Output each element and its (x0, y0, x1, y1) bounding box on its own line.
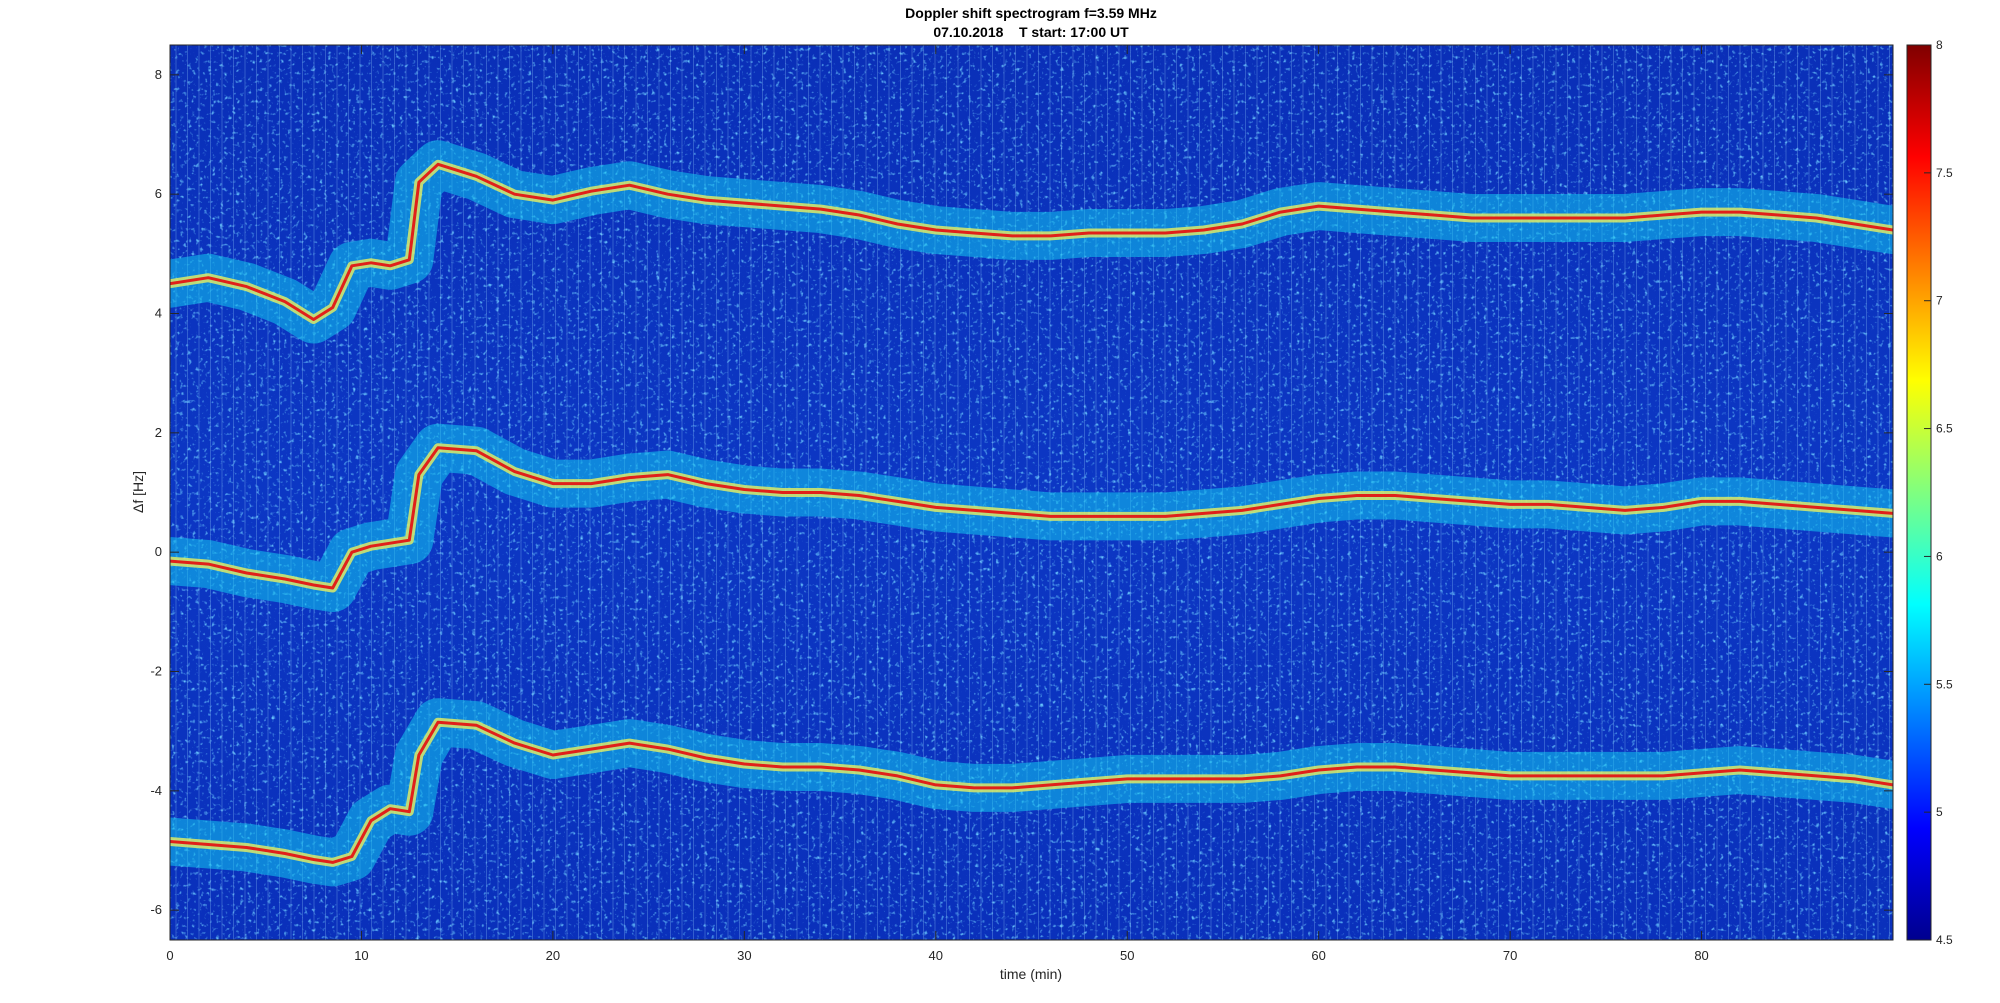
colorbar-tick-label: 7.5 (1936, 166, 1953, 180)
x-tick-label: 0 (166, 948, 173, 963)
trace-core-1 (170, 162, 1893, 321)
plot-area (169, 44, 1894, 941)
y-tick-label: 8 (155, 67, 162, 82)
colorbar-tick-label: 8 (1936, 38, 1943, 52)
plot-frame (169, 44, 1894, 941)
y-tick-label: -6 (150, 902, 162, 917)
y-tick-label: 2 (155, 425, 162, 440)
x-axis-ticks: 0 10 20 30 40 50 60 70 80 (166, 45, 1709, 963)
x-tick-label: 40 (929, 948, 943, 963)
y-tick-label: 4 (155, 306, 162, 321)
x-axis-label: time (min) (1000, 966, 1062, 982)
colorbar-scale (1906, 44, 1932, 941)
x-tick-label: 70 (1503, 948, 1517, 963)
x-tick-label: 60 (1311, 948, 1325, 963)
chart-subtitle: 07.10.2018 T start: 17:00 UT (933, 24, 1129, 40)
y-axis-label: Δf [Hz] (130, 471, 146, 513)
y-tick-label: 6 (155, 186, 162, 201)
x-tick-label: 20 (546, 948, 560, 963)
colorbar-tick-label: 5.5 (1936, 677, 1953, 691)
x-tick-label: 80 (1694, 948, 1708, 963)
x-tick-label: 30 (737, 948, 751, 963)
colorbar-tick-label: 6.5 (1936, 422, 1953, 436)
colorbar-tick-label: 4.5 (1936, 933, 1953, 947)
y-tick-label: -4 (150, 783, 162, 798)
y-tick-label: -2 (150, 664, 162, 679)
signal-traces (170, 140, 1893, 887)
chart-title: Doppler shift spectrogram f=3.59 MHz (905, 5, 1157, 21)
x-tick-label: 10 (354, 948, 368, 963)
colorbar-tick-label: 6 (1936, 549, 1943, 563)
y-axis-ticks: -6 -4 -2 0 2 4 6 8 (150, 67, 1893, 917)
colorbar-ticks: 4.5 5 5.5 6 6.5 7 7.5 8 (1924, 38, 1953, 947)
trace-core-2 (170, 446, 1893, 590)
colorbar: 4.5 5 5.5 6 6.5 7 7.5 8 (1906, 38, 1953, 947)
y-tick-label: 0 (155, 544, 162, 559)
trace-core-3 (170, 720, 1893, 864)
x-tick-label: 50 (1120, 948, 1134, 963)
colorbar-tick-label: 5 (1936, 805, 1943, 819)
colorbar-tick-label: 7 (1936, 294, 1943, 308)
